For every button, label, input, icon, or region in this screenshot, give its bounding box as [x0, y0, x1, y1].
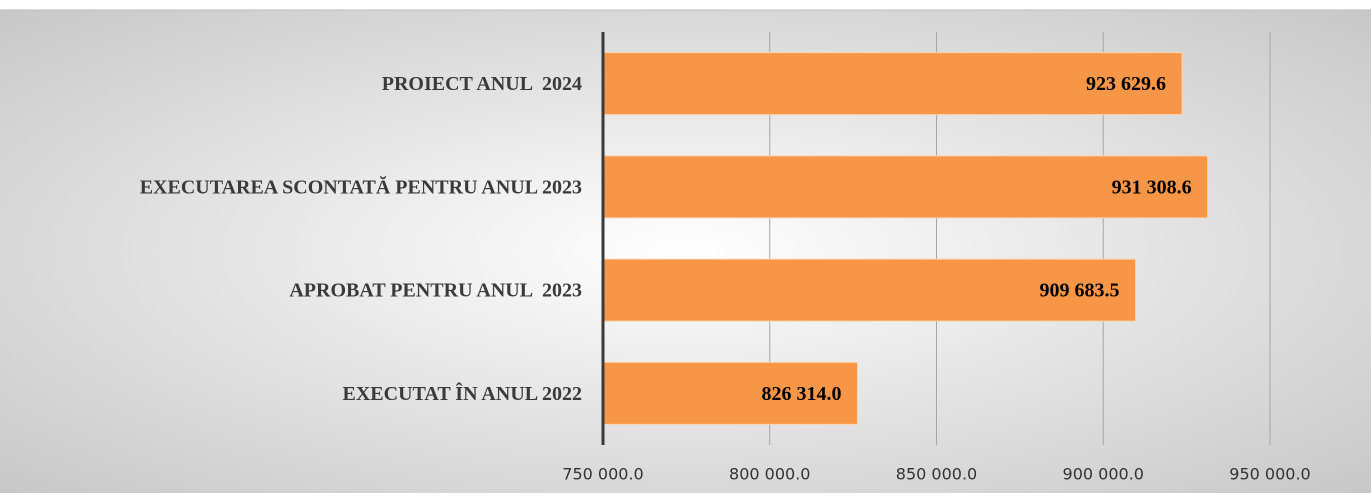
data-label: 931 308.6	[1112, 176, 1192, 198]
data-label: 923 629.6	[1086, 73, 1166, 95]
x-tick-label: 850 000.0	[896, 465, 977, 484]
bar	[602, 361, 859, 425]
y-tick-label: PROIECT ANUL 2024	[382, 73, 582, 95]
bar	[602, 155, 1209, 219]
data-label: 909 683.5	[1040, 280, 1120, 302]
y-tick-label: APROBAT PENTRU ANUL 2023	[289, 280, 582, 302]
data-label: 826 314.0	[762, 383, 842, 405]
y-tick-label: EXECUTAREA SCONTATĂ PENTRU ANUL 2023	[140, 174, 582, 198]
x-tick-label: 900 000.0	[1063, 465, 1144, 484]
x-tick-label: 950 000.0	[1229, 465, 1310, 484]
bar	[602, 258, 1137, 322]
x-tick-label: 800 000.0	[729, 465, 810, 484]
x-tick-label: 750 000.0	[562, 465, 643, 484]
y-tick-label: EXECUTAT ÎN ANUL 2022	[343, 381, 583, 405]
